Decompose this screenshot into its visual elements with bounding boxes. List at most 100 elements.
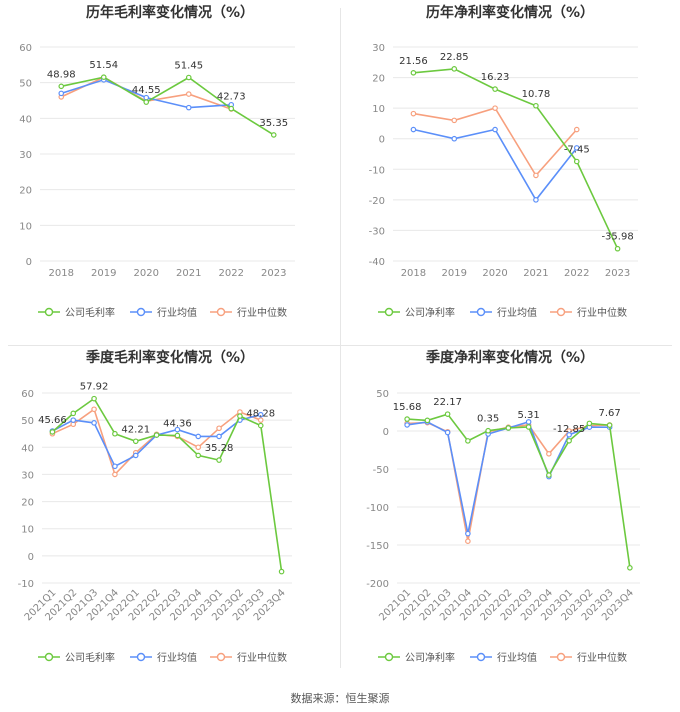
y-tick-label: 30 xyxy=(21,470,34,481)
y-tick-label: 30 xyxy=(19,150,32,161)
data-point-median xyxy=(257,417,264,423)
legend-item-company[interactable]: 公司毛利率 xyxy=(38,306,115,319)
data-point-company xyxy=(132,438,139,445)
data-point-average xyxy=(492,126,498,133)
x-tick-label: 2020 xyxy=(134,268,159,279)
legend-item-average[interactable]: 行业均值 xyxy=(130,651,197,664)
annual-net-margin-chart: 历年净利率变化情况（%） -40 -30 -20 -10 0 10 20 30 2018 2019 2… xyxy=(340,0,680,345)
data-label: -12.85 xyxy=(553,424,585,435)
y-tick-label: -100 xyxy=(366,503,389,514)
data-point-median xyxy=(451,117,458,124)
data-point-average xyxy=(132,452,139,459)
data-label: 5.31 xyxy=(517,410,539,421)
x-tick-label: 2019 xyxy=(442,268,467,279)
legend-item-company[interactable]: 公司净利率 xyxy=(378,306,455,319)
legend-item-average[interactable]: 行业均值 xyxy=(130,306,197,319)
legend-item-average[interactable]: 行业均值 xyxy=(470,306,537,319)
data-point-company xyxy=(257,422,264,429)
data-label: 7.67 xyxy=(598,408,620,419)
legend-label: 公司毛利率 xyxy=(65,651,115,664)
y-tick-label: 50 xyxy=(376,389,389,400)
chart-svg: 季度毛利率变化情况（%）-1001020304050602021Q12021Q2… xyxy=(18,349,292,664)
legend-item-average[interactable]: 行业均值 xyxy=(470,651,537,664)
chart-title: 季度净利率变化情况（%） xyxy=(425,349,594,366)
legend-marker-icon xyxy=(216,307,226,317)
series-line-company xyxy=(61,76,275,136)
data-point-company xyxy=(566,437,572,444)
y-tick-label: 0 xyxy=(26,257,32,268)
data-point-company xyxy=(58,83,65,90)
data-label: 51.45 xyxy=(174,60,203,71)
data-point-company xyxy=(525,424,532,430)
data-label: -35.98 xyxy=(601,232,633,243)
data-point-company xyxy=(228,105,235,112)
data-point-average xyxy=(112,463,118,470)
legend-label: 行业中位数 xyxy=(237,651,287,664)
y-tick-label: 40 xyxy=(21,443,34,454)
data-point-company xyxy=(546,472,552,478)
legend-item-median[interactable]: 行业中位数 xyxy=(210,306,287,319)
data-point-company xyxy=(195,452,202,459)
legend-marker-icon xyxy=(556,652,566,662)
data-source-label: 数据来源：恒生聚源 xyxy=(290,692,390,705)
data-label: 57.92 xyxy=(80,382,109,393)
y-tick-label: 50 xyxy=(21,416,34,427)
data-point-company xyxy=(465,438,471,444)
series-line-company xyxy=(51,397,283,572)
data-point-company xyxy=(444,411,451,417)
data-point-company xyxy=(153,432,160,438)
data-point-average xyxy=(573,145,580,151)
data-point-median xyxy=(573,126,580,133)
legend-label: 行业均值 xyxy=(497,651,537,664)
y-tick-label: 40 xyxy=(19,114,32,125)
data-point-median xyxy=(185,91,192,97)
legend-item-company[interactable]: 公司毛利率 xyxy=(38,651,115,664)
legend-item-median[interactable]: 行业中位数 xyxy=(550,651,627,664)
legend-item-median[interactable]: 行业中位数 xyxy=(550,306,627,319)
x-tick-label: 2018 xyxy=(49,268,74,279)
x-tick-label: 2021 xyxy=(523,268,548,279)
data-point-company xyxy=(91,395,97,402)
vertical-divider xyxy=(340,8,341,668)
legend-item-company[interactable]: 公司净利率 xyxy=(378,651,455,664)
chart-title: 历年毛利率变化情况（%） xyxy=(86,4,254,21)
data-point-median xyxy=(216,425,222,432)
data-point-company xyxy=(533,102,539,109)
legend-marker-icon xyxy=(136,307,146,317)
data-label: 51.54 xyxy=(89,60,118,71)
data-label: 48.98 xyxy=(47,69,76,80)
data-label: 42.21 xyxy=(121,424,150,435)
y-tick-label: -150 xyxy=(366,541,389,552)
legend-marker-icon xyxy=(384,652,394,662)
data-point-company xyxy=(614,245,621,252)
data-point-average xyxy=(257,411,264,418)
legend-marker-icon xyxy=(216,652,226,662)
data-point-company xyxy=(404,416,410,422)
data-point-company xyxy=(451,66,458,72)
data-point-average xyxy=(216,433,222,440)
data-label: 48.28 xyxy=(246,409,275,420)
data-point-average xyxy=(58,90,65,97)
chart-svg: 历年毛利率变化情况（%） 0 10 20 30 40 50 60 2018 2019 2020 202… xyxy=(19,4,295,319)
x-tick-label: 2022 xyxy=(564,268,589,279)
data-point-average xyxy=(444,429,451,436)
series-line-average xyxy=(52,413,262,468)
series-line-average xyxy=(406,420,610,534)
data-point-median xyxy=(410,110,417,117)
data-point-company xyxy=(112,430,118,437)
x-tick-label: 2018 xyxy=(401,268,426,279)
data-label: 10.78 xyxy=(522,89,551,100)
y-tick-label: -10 xyxy=(369,165,385,176)
legend-marker-icon xyxy=(476,307,486,317)
y-tick-label: 0 xyxy=(383,427,389,438)
x-tick-label: 2023 xyxy=(605,268,630,279)
data-point-median xyxy=(492,105,498,111)
data-label: 44.55 xyxy=(132,85,161,96)
legend-marker-icon xyxy=(476,652,486,662)
chart-svg: 历年净利率变化情况（%） -40 -30 -20 -10 0 10 20 30 2018 2019 2… xyxy=(369,4,638,319)
legend-label: 公司毛利率 xyxy=(65,306,115,319)
x-tick-label: 2021 xyxy=(176,268,201,279)
y-tick-label: -10 xyxy=(18,579,34,590)
legend-item-median[interactable]: 行业中位数 xyxy=(210,651,287,664)
y-tick-label: 30 xyxy=(372,43,385,54)
